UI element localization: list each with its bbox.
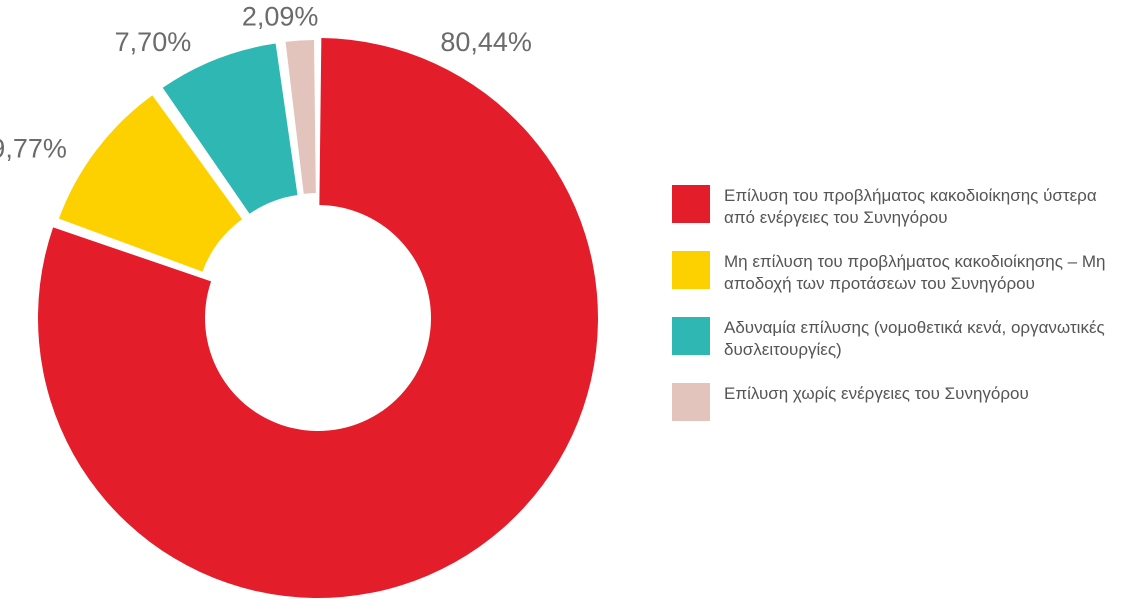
slice xyxy=(162,43,298,214)
value-label: 7,70% xyxy=(115,27,192,57)
legend-label: Επίλυση του προβλήματος κακοδιοίκησης ύσ… xyxy=(724,186,1097,227)
legend-item: Επίλυση χωρίς ενέργειες του Συνηγόρου xyxy=(672,383,1132,421)
slice xyxy=(38,38,598,598)
legend-label: Αδυναμία επίλυσης (νομοθετικά κενά, οργα… xyxy=(724,318,1105,359)
legend-item: Επίλυση του προβλήματος κακοδιοίκησης ύσ… xyxy=(672,185,1132,229)
legend-swatch xyxy=(672,383,710,421)
legend-item: Αδυναμία επίλυσης (νομοθετικά κενά, οργα… xyxy=(672,317,1132,361)
slice xyxy=(58,95,243,272)
legend-item: Μη επίλυση του προβλήματος κακοδιοίκησης… xyxy=(672,251,1132,295)
legend-label: Επίλυση χωρίς ενέργειες του Συνηγόρου xyxy=(724,384,1029,403)
slice xyxy=(285,40,316,194)
chart: 80,44% 9,77% 7,70% 2,09% xyxy=(0,2,598,598)
value-label: 80,44% xyxy=(440,27,532,57)
legend-label: Μη επίλυση του προβλήματος κακοδιοίκησης… xyxy=(724,252,1106,293)
legend-swatch xyxy=(672,251,710,289)
legend-swatch xyxy=(672,317,710,355)
legend-swatch xyxy=(672,185,710,223)
value-label: 9,77% xyxy=(0,133,67,163)
legend: Επίλυση του προβλήματος κακοδιοίκησης ύσ… xyxy=(672,185,1132,443)
value-label: 2,09% xyxy=(242,2,319,32)
